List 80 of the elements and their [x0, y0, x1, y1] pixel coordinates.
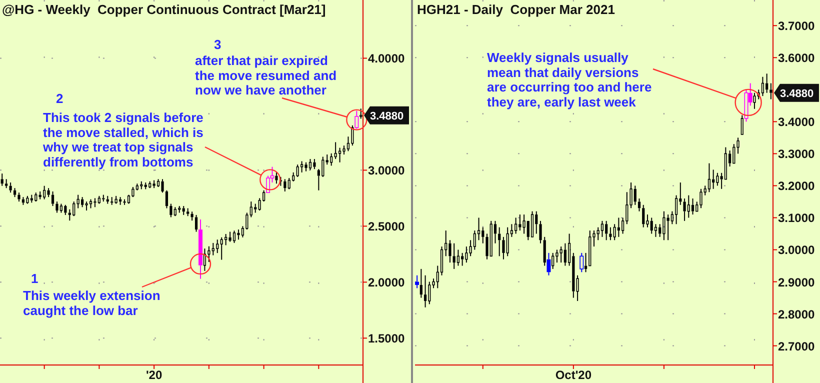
candlestick [224, 234, 228, 246]
candlestick [424, 274, 427, 308]
candlestick [683, 198, 686, 222]
candlestick [114, 195, 118, 204]
y-tick-label: 3.1000 [778, 211, 816, 226]
y-tick-label: 3.2000 [778, 179, 816, 194]
chart-title: HGH21 - Daily Copper Mar 2021 [417, 2, 615, 17]
y-tick-label: 3.4000 [778, 115, 816, 130]
candlestick [284, 178, 286, 192]
candlestick [228, 231, 232, 242]
y-tick-label: 3.3000 [778, 147, 816, 162]
candlestick [605, 220, 608, 241]
y-tick-label: 2.7000 [778, 339, 816, 354]
y-tick-label: 2.9000 [778, 275, 816, 290]
candlestick [650, 217, 653, 234]
text: 3.4880 [780, 88, 814, 100]
candlestick [198, 218, 202, 280]
candlestick [712, 169, 715, 190]
candlestick [338, 147, 342, 163]
candlestick [691, 198, 694, 216]
candlestick [662, 210, 666, 241]
candlestick [0, 173, 4, 186]
chart-title: @HG - Weekly Copper Continuous Contract [Mar21] [2, 2, 326, 17]
candlestick [482, 226, 484, 244]
candlestick [634, 185, 636, 206]
candlestick [452, 242, 456, 270]
candlestick [687, 194, 690, 218]
candlestick [420, 268, 422, 298]
annotation: 1 This weekly extension caught the low bar [23, 271, 160, 318]
candlestick [94, 198, 96, 208]
y-tick-label: 2.5000 [368, 220, 406, 234]
y-tick-label: 3.6000 [778, 51, 816, 66]
candlestick [461, 252, 464, 266]
y-tick-label: 2.8000 [778, 307, 816, 322]
candlestick [518, 214, 522, 232]
candlestick [654, 224, 658, 238]
candlestick [322, 156, 324, 178]
candlestick [64, 204, 67, 216]
candlestick [254, 203, 257, 214]
x-tick-label: Oct'20 [555, 368, 592, 382]
y-tick-label: 1.5000 [368, 332, 406, 346]
candlestick [212, 242, 214, 256]
text: 3.4880 [370, 110, 404, 122]
candlestick [539, 220, 542, 244]
candlestick [415, 274, 420, 289]
y-tick-label: 2.0000 [368, 276, 406, 290]
y-tick-label: 3.0000 [778, 243, 816, 258]
candlestick [666, 214, 670, 241]
candlestick [609, 226, 612, 241]
candlestick [770, 82, 772, 100]
annotation: Weekly signals usually mean that daily versions are occurring too and here they are, early last week [487, 50, 652, 110]
x-tick-label: '20 [146, 368, 162, 382]
y-tick-label: 4.0000 [368, 52, 406, 66]
candlestick [564, 242, 566, 266]
candlestick [535, 210, 538, 234]
candlestick [522, 214, 526, 234]
candlestick [165, 190, 168, 209]
annotation: 3 after that pair expired the move resumed and now we have another [195, 37, 337, 98]
candlestick [502, 236, 505, 260]
candlestick [354, 110, 359, 130]
candlestick [766, 73, 768, 94]
candlestick [237, 229, 240, 240]
candlestick [203, 248, 206, 272]
candlestick [556, 249, 558, 264]
candlestick [330, 152, 333, 166]
candlestick [546, 252, 551, 276]
candlestick [498, 226, 501, 257]
candlestick [543, 236, 546, 266]
y-tick-label: 3.0000 [368, 164, 406, 178]
candlestick [642, 204, 645, 228]
candlestick [161, 178, 164, 194]
candlestick [300, 160, 304, 173]
candlestick [342, 145, 346, 156]
y-tick-label: 3.7000 [778, 19, 816, 34]
candlestick [465, 246, 468, 264]
candlestick [275, 172, 278, 184]
candlestick [560, 246, 562, 264]
candlestick [448, 240, 452, 264]
candlestick [617, 217, 620, 238]
candlestick [638, 198, 641, 212]
